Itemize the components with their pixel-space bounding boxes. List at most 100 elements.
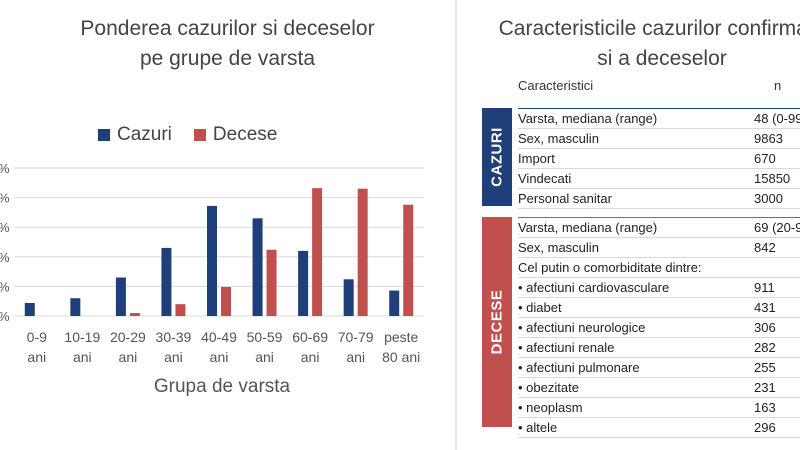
chart-legend: Cazuri Decese	[98, 124, 299, 146]
table-title: Caracteristicile cazurilor confirmate si…	[462, 14, 800, 74]
decese-row-label: Sex, masculin	[518, 240, 599, 255]
x-tick-label: 0-9	[27, 329, 47, 345]
x-tick-label: 20-29	[110, 329, 146, 345]
decese-table: Varsta, mediana (range) 69 (20-99) Sex, ma…	[518, 218, 800, 438]
y-tick-label: %	[0, 250, 10, 265]
decese-row: • afectiuni renale 282	[518, 338, 800, 358]
decese-row-label: • obezitate	[518, 380, 579, 395]
x-tick-label: 50-59	[247, 329, 283, 345]
bar-cazuri	[343, 279, 354, 316]
bar-chart: %%%%%% 0-9 ani 10-19 ani 20-29 ani 30-39 ani 40-4…	[0, 161, 424, 397]
decese-row-value: 911	[754, 280, 775, 295]
decese-row: • neoplasm 163	[518, 398, 800, 418]
legend-label-decese: Decese	[212, 124, 278, 145]
bar-cazuri	[70, 298, 81, 316]
x-tick-label: ani	[346, 349, 365, 365]
decese-row-label: • afectiuni pulmonare	[518, 360, 640, 375]
column-header-caracteristici: Caracteristici	[518, 78, 594, 93]
decese-row: • obezitate 231	[518, 378, 800, 398]
cazuri-row-value: 9863	[754, 131, 783, 146]
decese-row: • afectiuni pulmonare 255	[518, 358, 800, 378]
y-tick-label: %	[0, 220, 10, 235]
decese-row: • afectiuni neurologice 306	[518, 318, 800, 338]
cazuri-row-label: Sex, masculin	[518, 131, 599, 146]
x-tick-label: ani	[119, 349, 138, 365]
decese-row-value: 163	[754, 400, 776, 415]
bar-cazuri	[161, 247, 172, 316]
decese-row-value: 842	[754, 240, 776, 255]
x-tick-label: ani	[164, 349, 183, 365]
cazuri-row: Import 670	[518, 149, 800, 169]
y-tick-label: %	[0, 309, 10, 324]
cazuri-row-label: Vindecati	[518, 171, 572, 186]
bar-decese	[312, 188, 323, 316]
decese-band: DECESE	[482, 217, 512, 427]
x-tick-label: ani	[301, 349, 320, 365]
x-tick-label: 60-69	[292, 329, 328, 345]
legend-swatch-decese	[193, 129, 206, 141]
legend-item-cazuri: Cazuri	[98, 124, 172, 146]
decese-row-label: • afectiuni cardiovasculare	[518, 280, 670, 295]
bar-cazuri	[389, 290, 400, 316]
x-tick-label: 30-39	[156, 329, 192, 345]
legend-item-decese: Decese	[193, 124, 278, 146]
decese-top-rule	[518, 217, 800, 218]
cazuri-row-value: 670	[754, 151, 776, 166]
chart-panel: Ponderea cazurilor si deceselor pe grupe…	[0, 14, 455, 397]
bar-cazuri	[24, 302, 35, 316]
decese-row-value: 255	[754, 360, 776, 375]
cazuri-row: Vindecati 15850	[518, 169, 800, 189]
chart-title-line2: pe grupe de varsta	[139, 47, 316, 70]
x-tick-label: ani	[210, 349, 229, 365]
cazuri-row-value: 3000	[754, 191, 783, 206]
cazuri-row-label: Personal sanitar	[518, 191, 612, 206]
bar-decese	[175, 304, 186, 316]
decese-row-label: • afectiuni renale	[518, 340, 615, 355]
decese-row-label: Cel putin o comorbiditate dintre:	[518, 260, 702, 275]
decese-row-label: • neoplasm	[518, 400, 583, 415]
panel-divider	[455, 0, 457, 450]
decese-row: • afectiuni cardiovasculare 911	[518, 278, 800, 298]
decese-band-label: DECESE	[488, 289, 506, 355]
bar-decese	[357, 188, 368, 316]
cazuri-table: Varsta, mediana (range) 48 (0-99) Sex, mas…	[518, 109, 800, 209]
decese-row-value: 282	[754, 340, 776, 355]
x-tick-label: 70-79	[338, 329, 374, 345]
cazuri-row-label: Varsta, mediana (range)	[518, 111, 658, 126]
decese-row-value: 231	[754, 380, 776, 395]
bar-decese	[403, 204, 414, 316]
y-tick-label: %	[0, 279, 10, 294]
bar-cazuri	[207, 205, 217, 316]
bar-cazuri	[298, 250, 309, 316]
x-tick-label: ani	[73, 349, 92, 365]
bar-cazuri	[115, 277, 126, 316]
x-tick-label: 10-19	[64, 329, 100, 345]
cazuri-row-value: 15850	[754, 171, 791, 186]
legend-swatch-cazuri	[98, 129, 110, 141]
cazuri-band: CAZURI	[482, 108, 512, 206]
decese-row-label: Varsta, mediana (range)	[518, 220, 658, 235]
bar-decese	[221, 286, 231, 316]
cazuri-row: Sex, masculin 9863	[518, 129, 800, 149]
chart-title: Ponderea cazurilor si deceselor pe grupe…	[0, 14, 455, 74]
y-tick-label: %	[0, 191, 10, 206]
decese-row-value: 431	[754, 300, 776, 315]
cazuri-row-label: Import	[518, 151, 555, 166]
x-axis-title: Grupa de varsta	[154, 376, 291, 397]
decese-row-label: • diabet	[518, 300, 562, 315]
decese-row-label: • altele	[518, 420, 558, 435]
table-title-line2: si a deceselor	[597, 47, 727, 70]
table-title-line1: Caracteristicile cazurilor confirmate	[498, 17, 800, 40]
x-tick-label: peste	[384, 329, 418, 345]
chart-title-line1: Ponderea cazurilor si deceselor	[80, 17, 375, 40]
cazuri-top-rule	[518, 108, 800, 109]
decese-row: • diabet 431	[518, 298, 800, 318]
cazuri-band-label: CAZURI	[488, 127, 506, 187]
bar-decese	[129, 313, 140, 316]
y-tick-label: %	[0, 161, 10, 176]
decese-row: Sex, masculin 842	[518, 238, 800, 258]
column-header-n: n	[774, 78, 782, 93]
decese-row-value: 69 (20-99)	[754, 220, 800, 235]
cazuri-row: Varsta, mediana (range) 48 (0-99)	[518, 109, 800, 129]
bar-decese	[266, 249, 277, 316]
